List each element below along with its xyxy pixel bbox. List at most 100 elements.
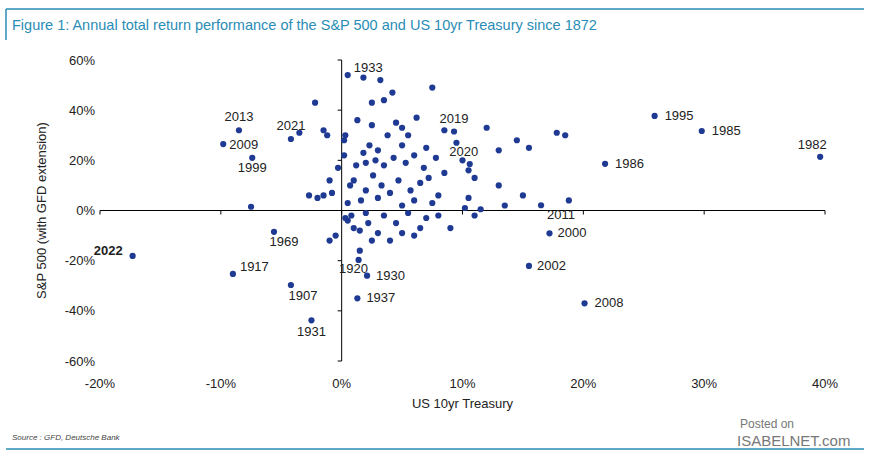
point (520, 192, 526, 198)
point (546, 230, 552, 236)
point-label: 2002 (537, 258, 566, 273)
x-tick-label: 40% (812, 376, 838, 391)
points (130, 72, 824, 324)
x-tick (462, 211, 463, 215)
frame-left (5, 9, 7, 40)
point (345, 72, 351, 78)
point-label: 2011 (547, 207, 575, 222)
point-label: 1937 (366, 290, 395, 305)
point-label: 2008 (595, 295, 624, 310)
point (248, 204, 254, 210)
point (478, 206, 484, 212)
point-label: 1917 (240, 259, 269, 274)
point (426, 175, 432, 181)
point (399, 230, 405, 236)
point (357, 248, 363, 254)
point (375, 230, 381, 236)
point (372, 157, 378, 163)
point (306, 192, 312, 198)
point-label: 1982 (798, 137, 827, 152)
x-tick-label: 30% (691, 376, 717, 391)
point (423, 145, 429, 151)
point (375, 147, 381, 153)
point (465, 195, 471, 201)
x-tick (704, 211, 705, 215)
point (375, 195, 381, 201)
point (562, 132, 568, 138)
point (407, 187, 413, 193)
point (381, 162, 387, 168)
point (451, 128, 457, 134)
point-label: 2021 (276, 118, 305, 133)
point (370, 172, 376, 178)
point (399, 142, 405, 148)
point (312, 100, 318, 106)
x-axis-label: US 10yr Treasury (412, 396, 514, 411)
point (526, 263, 532, 269)
x-tick-label: 10% (449, 376, 475, 391)
point (403, 160, 409, 166)
point (354, 117, 360, 123)
x-tick-label: 20% (570, 376, 596, 391)
point (417, 180, 423, 186)
point-label: 1985 (712, 123, 741, 138)
point (365, 220, 371, 226)
point (399, 125, 405, 131)
point (326, 177, 332, 183)
point (369, 238, 375, 244)
point (435, 192, 441, 198)
point (462, 205, 468, 211)
x-tick (100, 211, 101, 215)
point (393, 120, 399, 126)
point (471, 175, 477, 181)
point (369, 100, 375, 106)
watermark: ISABELNET.com (737, 432, 850, 449)
point-label: 1969 (270, 234, 299, 249)
x-tick (583, 211, 584, 215)
point (353, 162, 359, 168)
point (342, 132, 348, 138)
point (423, 215, 429, 221)
point (387, 190, 393, 196)
point (699, 128, 705, 134)
point (484, 125, 490, 131)
point (399, 202, 405, 208)
point (360, 74, 366, 80)
frame-top (6, 8, 864, 10)
point (465, 167, 471, 173)
point (502, 202, 508, 208)
point (389, 90, 395, 96)
x-tick (220, 211, 221, 215)
point (308, 317, 314, 323)
point (435, 212, 441, 218)
y-tick-label: 0% (76, 203, 95, 218)
point (381, 212, 387, 218)
point (377, 77, 383, 83)
point (381, 97, 387, 103)
point-label: 1930 (376, 268, 405, 283)
point (342, 215, 348, 221)
x-tick-label: 0% (332, 376, 351, 391)
point (514, 137, 520, 143)
point-label: 2022 (94, 243, 123, 258)
point (360, 150, 366, 156)
point (345, 200, 351, 206)
x-tick (341, 211, 342, 215)
point-label: 2019 (440, 111, 469, 126)
point (236, 127, 242, 133)
watermark: Posted on (740, 417, 794, 431)
point (538, 202, 544, 208)
point (496, 182, 502, 188)
point (333, 232, 339, 238)
point (447, 225, 453, 231)
point (602, 161, 608, 167)
y-tick-label: -60% (65, 354, 96, 369)
point (358, 197, 364, 203)
point (467, 161, 473, 167)
point (351, 225, 357, 231)
y-tick-label: 40% (69, 103, 95, 118)
point (324, 132, 330, 138)
y-tick (338, 60, 342, 61)
point-label: 1931 (297, 324, 326, 339)
point (130, 253, 136, 259)
